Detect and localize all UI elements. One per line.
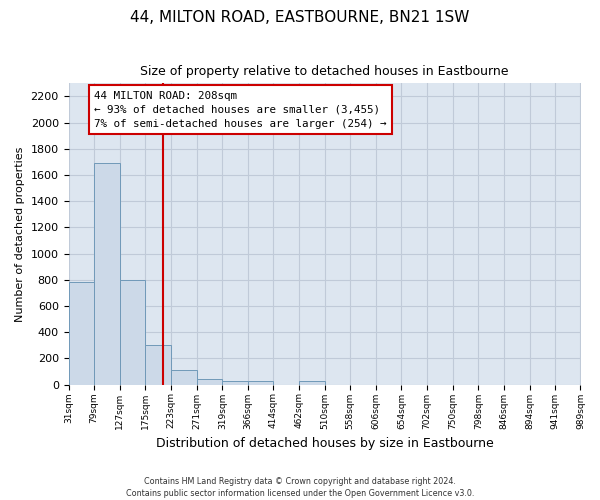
Bar <box>68 282 94 384</box>
Text: 44, MILTON ROAD, EASTBOURNE, BN21 1SW: 44, MILTON ROAD, EASTBOURNE, BN21 1SW <box>130 10 470 25</box>
Text: 44 MILTON ROAD: 208sqm
← 93% of detached houses are smaller (3,455)
7% of semi-d: 44 MILTON ROAD: 208sqm ← 93% of detached… <box>94 90 386 128</box>
Y-axis label: Number of detached properties: Number of detached properties <box>15 146 25 322</box>
Bar <box>94 163 120 384</box>
Bar <box>145 346 171 385</box>
Bar <box>197 379 223 384</box>
Bar <box>299 380 325 384</box>
X-axis label: Distribution of detached houses by size in Eastbourne: Distribution of detached houses by size … <box>155 437 493 450</box>
Title: Size of property relative to detached houses in Eastbourne: Size of property relative to detached ho… <box>140 65 509 78</box>
Bar <box>223 382 248 384</box>
Bar <box>171 370 197 384</box>
Bar <box>120 280 145 384</box>
Text: Contains HM Land Registry data © Crown copyright and database right 2024.
Contai: Contains HM Land Registry data © Crown c… <box>126 476 474 498</box>
Bar <box>248 382 273 384</box>
